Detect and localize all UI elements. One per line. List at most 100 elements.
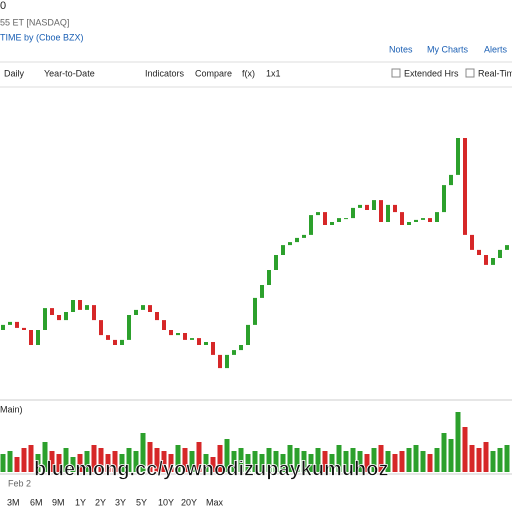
range-button[interactable]: 5Y [136,497,147,507]
candle [169,330,173,336]
candle [204,342,208,345]
candle [351,207,355,219]
volume-bar [161,451,167,472]
volume-bar [175,445,181,472]
checkbox[interactable] [391,68,401,78]
candle [106,335,110,340]
volume-bar [434,448,440,472]
range-button[interactable]: 3Y [115,497,126,507]
checkbox-label[interactable]: Real-Tim [478,68,512,78]
volume-bar [147,442,153,472]
candle [225,354,229,369]
candle [197,338,201,345]
candle [498,249,502,258]
link[interactable]: Alerts [484,44,508,54]
candle [421,218,425,220]
candle [456,138,460,175]
volume-bar [7,451,13,472]
volume-bar [14,457,20,472]
candle [393,204,397,213]
volume-bar [497,448,503,472]
candle [155,312,159,321]
candle [477,249,481,255]
link[interactable]: Notes [389,44,413,54]
range-button[interactable]: 1Y [75,497,86,507]
volume-bar [504,445,510,472]
candle [288,242,292,246]
candle [484,255,488,265]
checkbox[interactable] [465,68,475,78]
candle [8,321,12,325]
tool[interactable]: Indicators [145,68,185,78]
volume-bar [56,454,62,472]
exchange: 55 ET [NASDAQ] [0,17,69,27]
candle [407,222,411,225]
volume-bar [413,445,419,472]
volume-bar [476,448,482,472]
volume-bar [224,439,230,472]
range[interactable]: Year-to-Date [44,68,95,78]
tool[interactable]: 1x1 [266,68,281,78]
range-button[interactable]: 2Y [95,497,106,507]
volume-bar [77,454,83,472]
volume-bar [455,412,461,472]
checkbox-label[interactable]: Extended Hrs [404,68,459,78]
tool[interactable]: f(x) [242,68,255,78]
volume-bar [273,451,279,472]
volume-bar [448,439,454,472]
volume-bar [182,448,188,472]
range-button[interactable]: 9M [52,497,65,507]
candle [372,200,376,210]
candle [330,222,334,225]
volume-bar [154,448,160,472]
link[interactable]: My Charts [427,44,469,54]
volume-bar [406,448,412,472]
volume-bar [70,457,76,472]
range-button[interactable]: 3M [7,497,20,507]
candle [323,212,327,225]
candle [379,200,383,222]
candle [449,174,453,186]
volume-bar [238,448,244,472]
candle [71,300,75,312]
volume-bar [21,448,27,472]
candle [148,305,152,312]
range-button[interactable]: 20Y [181,497,197,507]
volume-bar [336,445,342,472]
volume-bar [126,448,132,472]
volume-bar [483,442,489,472]
volume-bar [0,454,6,472]
candle [183,333,187,340]
interval[interactable]: Daily [4,68,25,78]
volume-bar [203,454,209,472]
candle [127,315,131,340]
candle [57,315,61,321]
candle [211,342,215,355]
volume-bar [189,451,195,472]
volume-bar [490,451,496,472]
candle [442,185,446,213]
candle [176,333,180,336]
volume-bar [259,454,265,472]
volume-bar [245,454,251,472]
candle [386,204,390,222]
range-button[interactable]: Max [206,497,224,507]
volume-bar [399,451,405,472]
candle [134,309,138,315]
candle [414,219,418,222]
range-button[interactable]: 6M [30,497,43,507]
volume-bar [371,448,377,472]
volume-bar [42,442,48,472]
volume-bar [308,454,314,472]
candle [309,215,313,235]
volume-bar [252,451,258,472]
tool[interactable]: Compare [195,68,232,78]
volume-bar [441,433,447,472]
symbol: 0 [0,0,6,12]
candle [302,234,306,238]
candle [295,237,299,243]
candle [281,245,285,255]
candle [29,330,33,345]
candle [239,345,243,351]
range-button[interactable]: 10Y [158,497,174,507]
